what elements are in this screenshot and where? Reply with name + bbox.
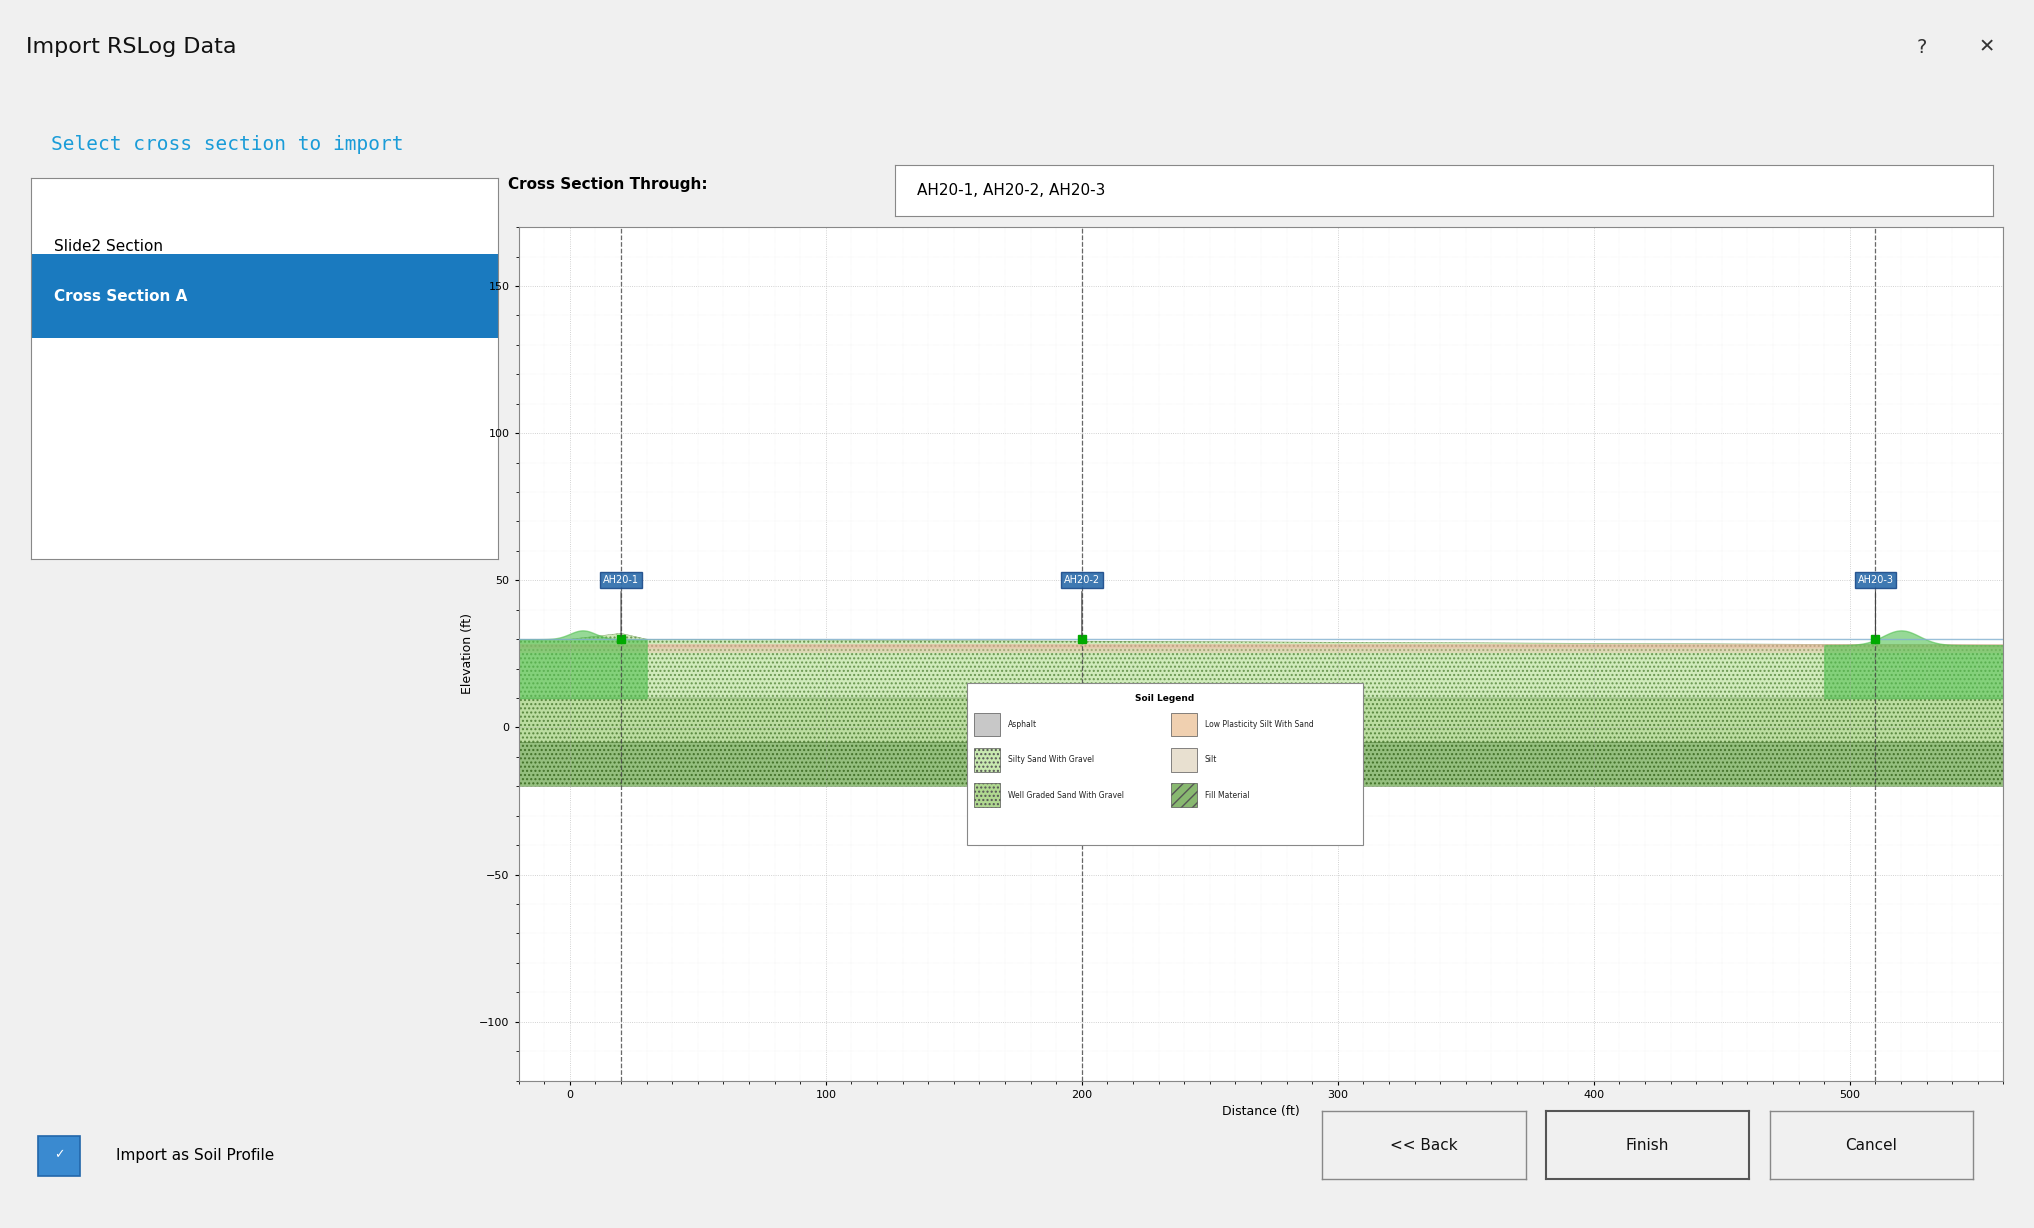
Text: Asphalt: Asphalt — [1007, 720, 1037, 729]
Text: AH20-1, AH20-2, AH20-3: AH20-1, AH20-2, AH20-3 — [917, 183, 1104, 198]
Text: ?: ? — [1916, 38, 1928, 56]
FancyBboxPatch shape — [966, 683, 1363, 845]
FancyBboxPatch shape — [974, 712, 1001, 737]
Text: Fill Material: Fill Material — [1204, 791, 1249, 799]
Y-axis label: Elevation (ft): Elevation (ft) — [462, 614, 474, 694]
Text: Low Plasticity Silt With Sand: Low Plasticity Silt With Sand — [1204, 720, 1314, 729]
Text: Cross Section A: Cross Section A — [53, 289, 187, 303]
Text: Cross Section Through:: Cross Section Through: — [508, 177, 708, 192]
Text: AH20-2: AH20-2 — [1064, 576, 1100, 636]
Text: Cancel: Cancel — [1845, 1137, 1898, 1153]
Text: ✕: ✕ — [1979, 38, 1995, 56]
Text: AH20-3: AH20-3 — [1857, 576, 1894, 636]
FancyBboxPatch shape — [37, 1136, 81, 1176]
Text: << Back: << Back — [1389, 1137, 1458, 1153]
Text: Import RSLog Data: Import RSLog Data — [26, 37, 236, 58]
Text: Silty Sand With Gravel: Silty Sand With Gravel — [1007, 755, 1094, 764]
Text: ✓: ✓ — [53, 1148, 65, 1162]
Text: Finish: Finish — [1625, 1137, 1670, 1153]
FancyBboxPatch shape — [974, 748, 1001, 771]
Text: Soil Legend: Soil Legend — [1135, 694, 1194, 702]
Text: Slide2 Section: Slide2 Section — [53, 239, 163, 254]
Text: Select cross section to import: Select cross section to import — [51, 135, 403, 154]
FancyBboxPatch shape — [31, 254, 498, 338]
Text: AH20-1: AH20-1 — [602, 576, 639, 636]
FancyBboxPatch shape — [1172, 712, 1198, 737]
Text: Import as Soil Profile: Import as Soil Profile — [116, 1147, 275, 1163]
FancyBboxPatch shape — [1172, 748, 1198, 771]
Text: Silt: Silt — [1204, 755, 1216, 764]
FancyBboxPatch shape — [1172, 783, 1198, 807]
Text: Well Graded Sand With Gravel: Well Graded Sand With Gravel — [1007, 791, 1123, 799]
FancyBboxPatch shape — [974, 783, 1001, 807]
X-axis label: Distance (ft): Distance (ft) — [1222, 1105, 1300, 1119]
